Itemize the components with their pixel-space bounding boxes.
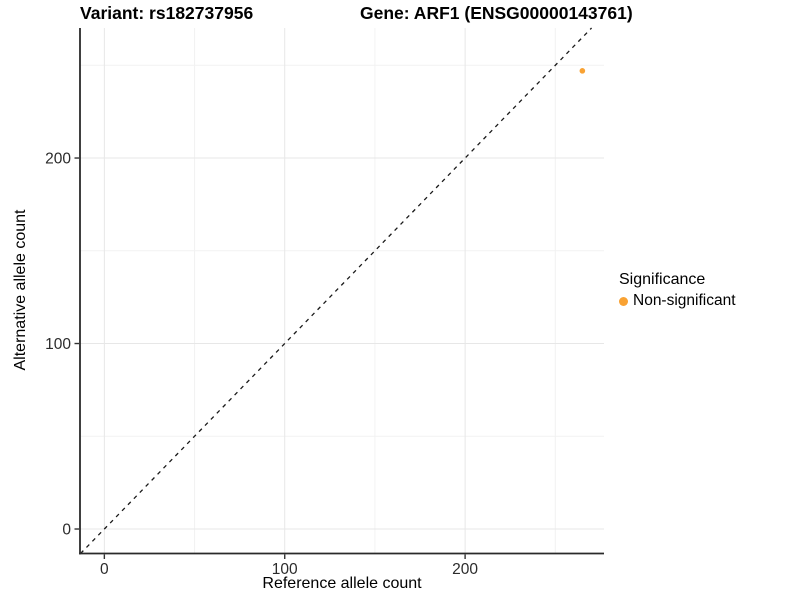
data-point (579, 68, 586, 74)
legend-item: Non-significant (619, 292, 736, 310)
variant-title: Variant: rs182737956 (80, 3, 254, 23)
x-tick-label: 100 (272, 561, 298, 578)
x-tick-label: 200 (452, 561, 478, 578)
x-tick-label: 0 (100, 561, 109, 578)
y-tick-label: 200 (45, 151, 71, 168)
x-axis-label: Reference allele count (262, 575, 422, 592)
legend-point-icon (619, 296, 628, 306)
legend-title: Significance (619, 271, 706, 288)
y-tick-label: 0 (62, 522, 71, 539)
legend-item-label: Non-significant (633, 292, 736, 309)
y-axis-label: Alternative allele count (12, 209, 29, 371)
y-tick-label: 100 (45, 336, 71, 353)
identity-reference-line (80, 27, 593, 554)
gene-title: Gene: ARF1 (ENSG00000143761) (360, 3, 633, 23)
legend: Significance Non-significant (619, 271, 736, 310)
